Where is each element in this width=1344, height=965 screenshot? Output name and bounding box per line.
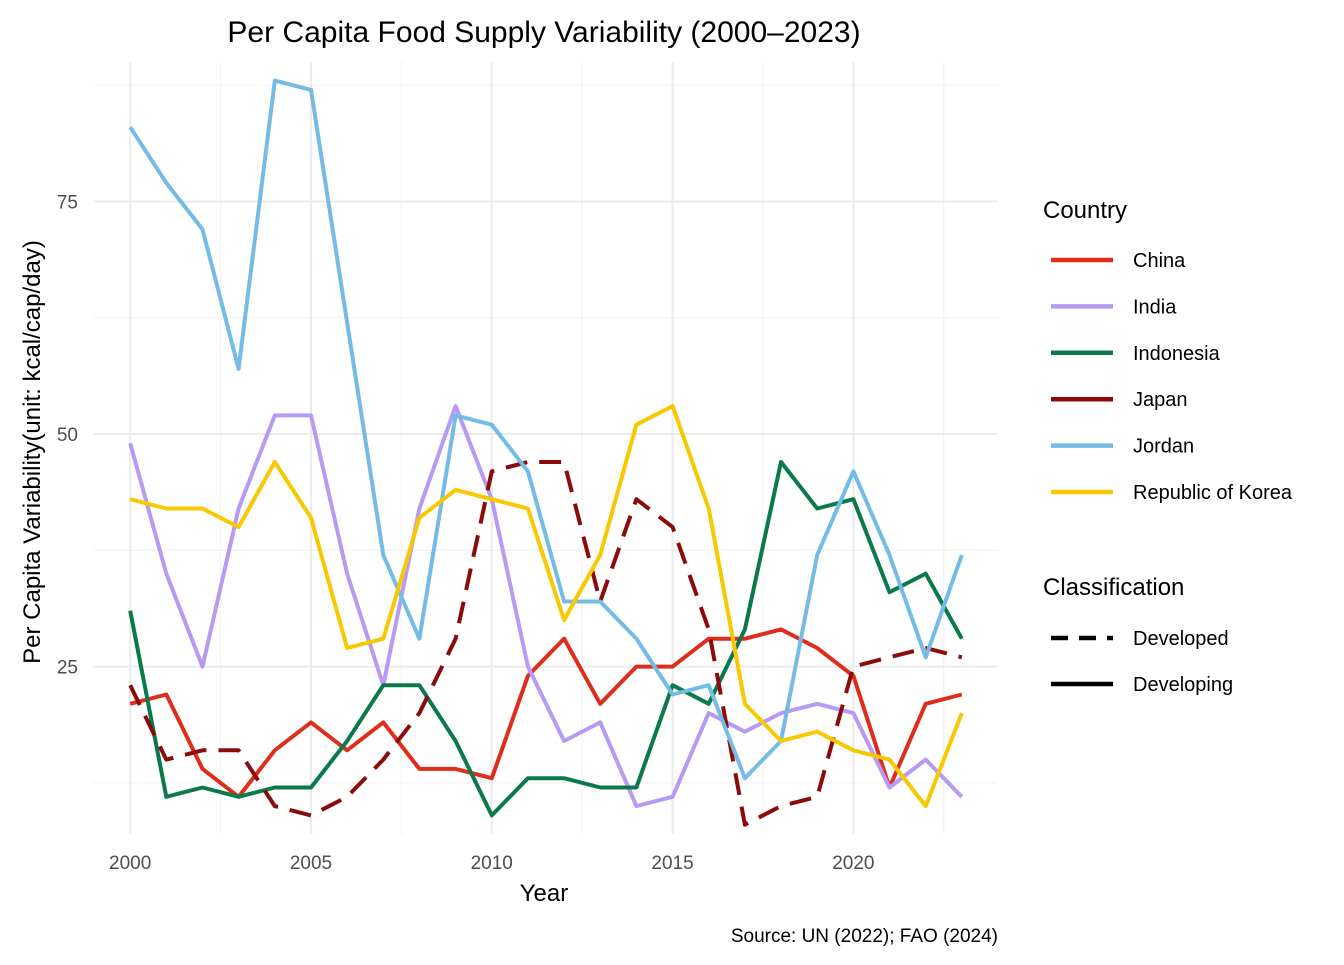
x-tick-label: 2015 <box>651 853 693 874</box>
legend-title-classification: Classification <box>1043 574 1184 601</box>
x-tick-label: 2010 <box>471 853 513 874</box>
series-line-china <box>129 627 963 799</box>
series-lines <box>128 78 964 827</box>
legend: Country China India Indonesia Japan Jordan Re… <box>1043 197 1293 696</box>
legend-label: Developed <box>1133 628 1229 650</box>
series-line-republic-of-korea <box>129 404 964 809</box>
x-tick-label: 2020 <box>832 853 874 874</box>
legend-title-country: Country <box>1043 197 1127 224</box>
legend-label: Developing <box>1133 674 1233 696</box>
series-line-jordan <box>128 78 964 781</box>
legend-country-items: China India Indonesia Japan Jordan Republic o… <box>1051 250 1293 504</box>
legend-label: Indonesia <box>1133 343 1221 365</box>
series-line-india <box>128 404 964 809</box>
chart-title: Per Capita Food Supply Variability (2000… <box>227 16 860 49</box>
y-axis-title: Per Capita Variability(unit: kcal/cap/da… <box>19 240 46 664</box>
y-tick-label: 25 <box>57 658 78 679</box>
legend-label: Japan <box>1133 389 1188 411</box>
legend-label: Jordan <box>1133 436 1194 458</box>
series-line-indonesia <box>128 460 964 818</box>
legend-classification-items: Developed Developing <box>1051 628 1233 696</box>
legend-label: India <box>1133 296 1177 318</box>
y-tick-label: 75 <box>57 193 78 214</box>
source-caption: Source: UN (2022); FAO (2024) <box>731 926 998 947</box>
axis-ticks: 2000 2005 2010 2015 2020 25 50 75 <box>57 193 875 874</box>
x-axis-title: Year <box>520 880 569 907</box>
series-line-japan <box>128 460 963 827</box>
y-tick-label: 50 <box>57 425 78 446</box>
x-tick-label: 2000 <box>109 853 151 874</box>
legend-label: Republic of Korea <box>1133 482 1293 504</box>
x-tick-label: 2005 <box>290 853 332 874</box>
legend-label: China <box>1133 250 1186 272</box>
